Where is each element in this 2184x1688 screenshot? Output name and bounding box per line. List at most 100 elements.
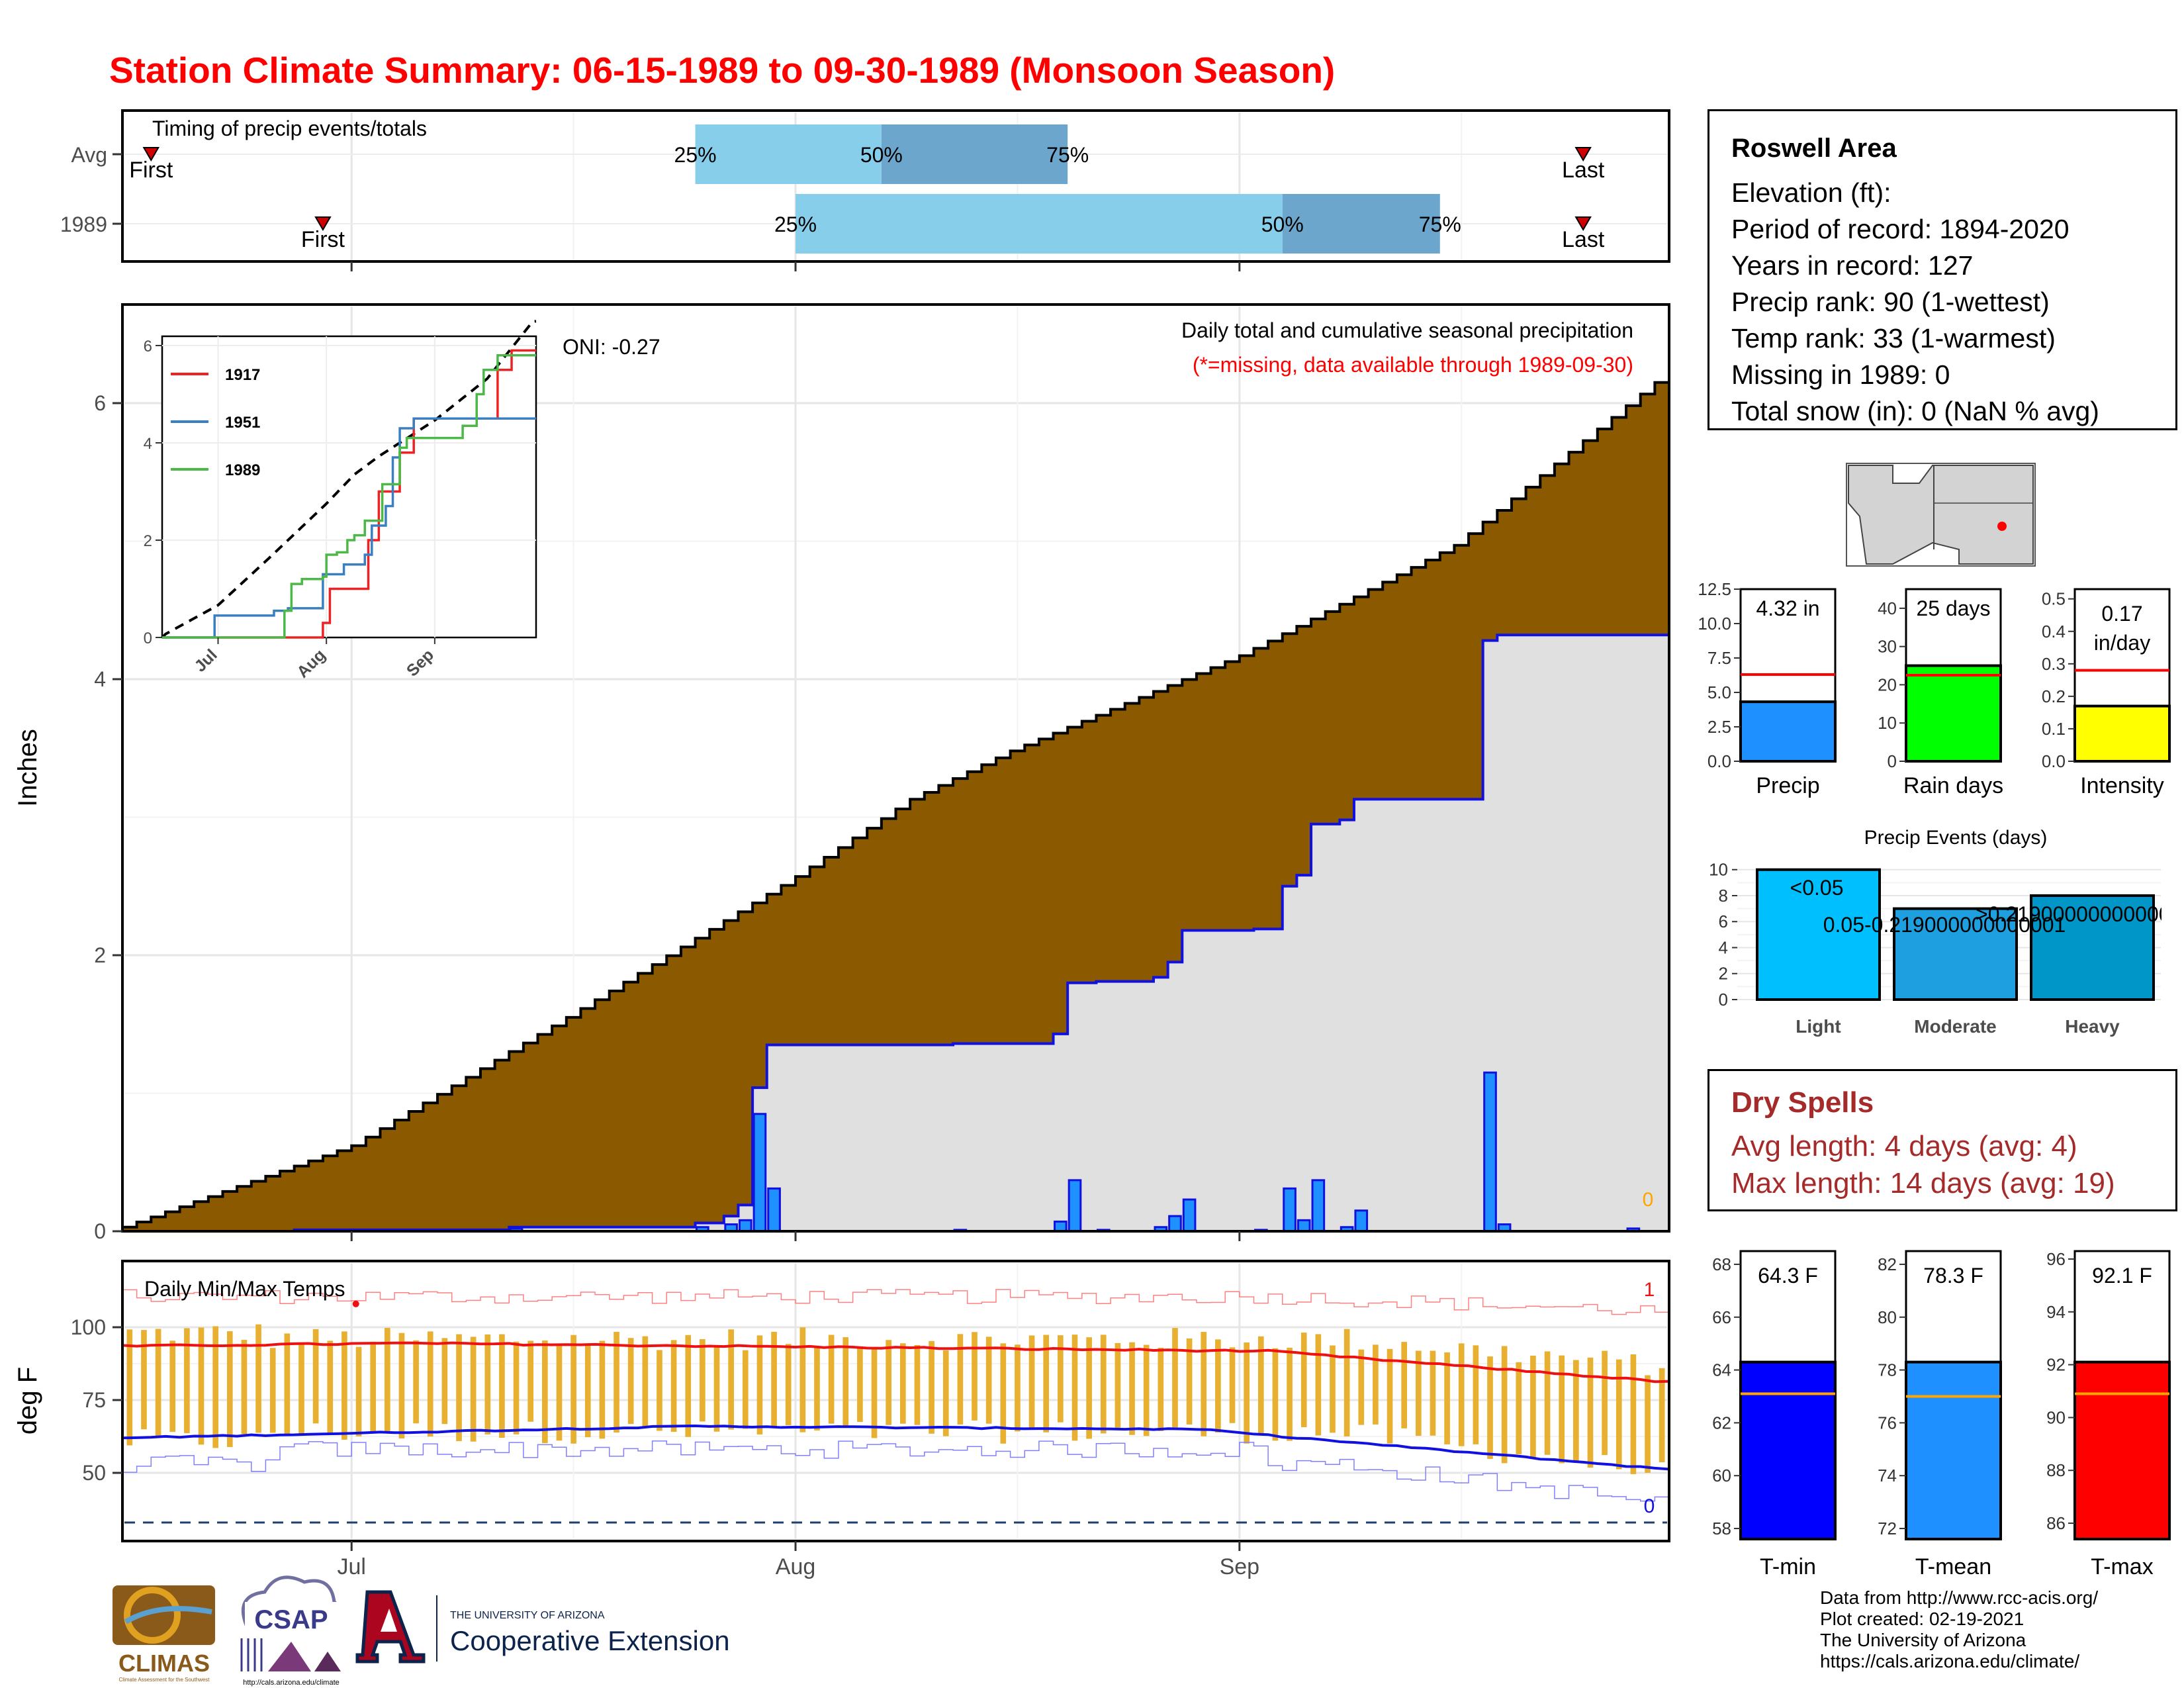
daily-temp-bar <box>527 1340 534 1422</box>
x-axis-tick-label: Sep <box>1220 1554 1260 1579</box>
daily-temp-bar <box>570 1335 576 1444</box>
timing-bar-25-50 <box>695 124 882 184</box>
events-y-tick-label: 10 <box>1709 860 1728 880</box>
daily-precip-bar <box>1297 1219 1311 1233</box>
state-map <box>1846 463 2036 567</box>
daily-temp-bar <box>355 1346 362 1436</box>
events-y-tick-label: 8 <box>1719 886 1728 906</box>
csap-logo: CSAP http://cals.arizona.edu/climate <box>240 1575 344 1687</box>
mini-bar-tick-label: 0.0 <box>1707 751 1731 771</box>
daily-temp-bar <box>657 1350 662 1431</box>
mini-bar-tick-label: 0.1 <box>2042 719 2066 739</box>
daily-temp-bar <box>1058 1335 1064 1423</box>
station-period: Period of record: 1894-2020 <box>1731 214 2070 244</box>
daily-temp-bar <box>298 1344 304 1436</box>
normal-cumulative-line <box>122 381 1669 1229</box>
temp-bar-tick-label: 80 <box>1878 1307 1897 1327</box>
precip-header: Daily total and cumulative seasonal prec… <box>1181 318 1633 342</box>
precip-subheader: (*=missing, data available through 1989-… <box>1193 353 1633 377</box>
station-name: Roswell Area <box>1731 134 1897 163</box>
daily-temp-bar <box>413 1340 419 1424</box>
timing-p25-label: 25% <box>774 212 817 236</box>
timing-first-marker <box>142 147 160 162</box>
timing-label: Timing of precip events/totals <box>152 117 427 140</box>
daily-temp-bar <box>1015 1344 1021 1432</box>
temp-bar-tick-label: 74 <box>1878 1466 1897 1485</box>
events-y-tick-label: 4 <box>1719 937 1728 957</box>
record-high-line <box>122 1289 1669 1315</box>
mini-bar-tick-label: 7.5 <box>1707 648 1731 668</box>
temp-bar-chart: 72 74 76 78 80 82 78.3 F T-mean <box>1878 1250 2002 1579</box>
temp-bar-tick-label: 76 <box>1878 1413 1897 1432</box>
daily-temp-bar <box>799 1327 806 1432</box>
daily-temp-bar <box>842 1337 849 1428</box>
daily-temp-bar <box>814 1346 820 1430</box>
temp-bar-value-label: 92.1 F <box>2092 1264 2152 1288</box>
daily-precip-bar <box>1182 1198 1197 1233</box>
daily-temp-bar <box>1300 1333 1307 1427</box>
temp-bar-label: T-max <box>2091 1554 2153 1579</box>
csap-logo-text: CSAP <box>254 1605 328 1634</box>
daily-temp-bar <box>341 1331 347 1440</box>
daily-temp-bar <box>513 1341 520 1434</box>
daily-temp-bar <box>1158 1348 1164 1431</box>
daily-temp-bar <box>670 1340 677 1432</box>
mini-bar-tick-label: 0.5 <box>2042 589 2066 609</box>
daily-temp-bar <box>1272 1348 1279 1441</box>
daily-precip-bar <box>1168 1215 1182 1233</box>
mini-bar-label: Precip <box>1756 773 1819 798</box>
daily-temp-bar <box>1229 1347 1236 1423</box>
daily-temp-bar <box>269 1348 276 1433</box>
daily-temp-bar <box>427 1331 433 1437</box>
timing-p75-label: 75% <box>1046 143 1089 167</box>
daily-temp-bar <box>1516 1362 1522 1454</box>
daily-temp-bar <box>627 1338 634 1425</box>
temp-bar-label: T-min <box>1760 1554 1816 1579</box>
daily-precip-bar <box>752 1113 767 1233</box>
temp-y-tick-label: 100 <box>71 1315 106 1339</box>
mini-bar-tick-label: 10 <box>1878 713 1897 733</box>
daily-temp-bar <box>584 1344 591 1438</box>
dry-spells-title: Dry Spells <box>1731 1086 1874 1119</box>
daily-temp-bar <box>857 1348 863 1423</box>
temp-right-top: 1 <box>1644 1279 1655 1301</box>
mini-bar-tick-label: 5.0 <box>1707 682 1731 702</box>
events-y-tick-label: 6 <box>1719 912 1728 931</box>
mini-bar-value-label: 4.32 in <box>1756 596 1819 620</box>
daily-temp-bar <box>141 1330 147 1430</box>
timing-bar-25-50 <box>796 194 1283 254</box>
daily-temp-bar <box>169 1340 176 1432</box>
mini-bar-label: Intensity <box>2080 773 2164 798</box>
daily-temp-bar <box>470 1336 477 1442</box>
temp-bar-tick-label: 60 <box>1712 1466 1731 1485</box>
csap-logo-subtext: http://cals.arizona.edu/climate <box>243 1679 340 1687</box>
timing-p50-label: 50% <box>860 143 903 167</box>
footer-university: The University of Arizona <box>1820 1630 2026 1650</box>
temp-bar-tick-label: 72 <box>1878 1519 1897 1538</box>
temp-bar-value <box>1905 1360 2002 1541</box>
timing-first-label: First <box>129 158 173 183</box>
inset-line-1989 <box>162 353 536 639</box>
footer-created: Plot created: 02-19-2021 <box>1820 1609 2025 1629</box>
climas-logo-text: CLIMAS <box>118 1650 210 1677</box>
daily-temp-bar <box>1530 1355 1536 1460</box>
daily-temp-bar <box>1287 1347 1293 1441</box>
temp-bar-chart: 86 88 90 92 94 96 92.1 F T-max <box>2046 1249 2171 1579</box>
daily-temp-bar <box>499 1334 505 1438</box>
events-y-tick-label: 0 <box>1719 990 1728 1009</box>
daily-temp-bar <box>1071 1335 1078 1441</box>
daily-temp-bar <box>1401 1342 1408 1429</box>
daily-temp-bar <box>1487 1356 1493 1459</box>
temp-label: Daily Min/Max Temps <box>144 1277 345 1301</box>
mini-bar-tick-label: 2.5 <box>1707 717 1731 737</box>
temp-bar-chart: 58 60 62 64 66 68 64.3 F T-min <box>1712 1250 1837 1579</box>
temp-bar-tick-label: 68 <box>1712 1254 1731 1274</box>
timing-last-label: Last <box>1562 227 1605 252</box>
daily-temp-bar <box>700 1339 705 1422</box>
daily-temp-bar <box>398 1333 405 1439</box>
daily-temp-bar <box>1387 1348 1393 1444</box>
climas-logo: CLIMAS Climate Assessment for the Southw… <box>113 1585 215 1683</box>
daily-temp-bar <box>226 1331 233 1447</box>
daily-temp-bar <box>1659 1368 1665 1462</box>
mini-bar-unit-label: in/day <box>2094 631 2150 655</box>
